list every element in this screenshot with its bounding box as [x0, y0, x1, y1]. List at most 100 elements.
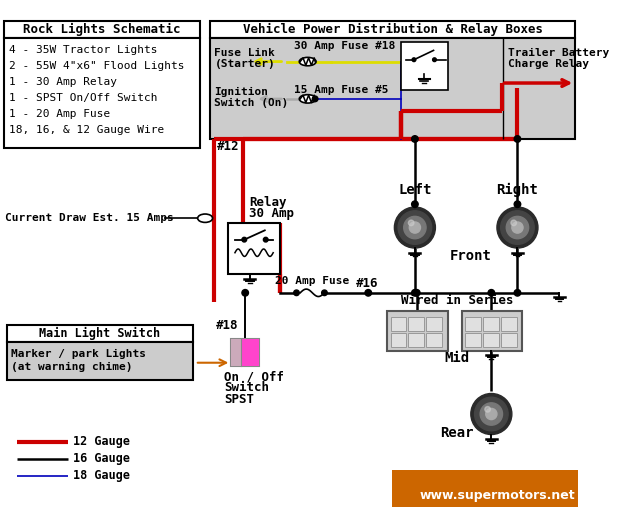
Text: #18: #18 — [216, 319, 239, 332]
Circle shape — [398, 211, 432, 244]
Text: 1 - SPST On/Off Switch: 1 - SPST On/Off Switch — [9, 93, 158, 103]
Bar — [461, 311, 522, 351]
Circle shape — [412, 58, 416, 61]
Circle shape — [507, 216, 529, 239]
Bar — [210, 22, 575, 38]
Circle shape — [471, 394, 512, 435]
Circle shape — [312, 96, 318, 102]
Bar — [231, 340, 241, 365]
Circle shape — [433, 58, 436, 61]
Text: 1 - 30 Amp Relay: 1 - 30 Amp Relay — [9, 77, 117, 87]
Text: (Starter): (Starter) — [215, 59, 275, 69]
Text: Relay: Relay — [249, 196, 286, 209]
Circle shape — [412, 135, 418, 142]
Bar — [391, 333, 407, 347]
Text: Switch: Switch — [224, 381, 268, 394]
Circle shape — [514, 290, 521, 296]
Text: #16: #16 — [356, 277, 379, 290]
Circle shape — [409, 220, 414, 226]
Bar — [465, 317, 481, 331]
Bar — [231, 340, 259, 365]
Bar — [7, 342, 193, 380]
Ellipse shape — [299, 57, 316, 66]
Bar — [241, 340, 259, 365]
Bar — [4, 38, 200, 148]
Circle shape — [242, 290, 249, 296]
Text: 16 Gauge: 16 Gauge — [73, 452, 130, 465]
Text: www.supermotors.net: www.supermotors.net — [420, 489, 575, 501]
Circle shape — [514, 135, 521, 142]
Text: 30 Amp Fuse #18: 30 Amp Fuse #18 — [294, 41, 395, 51]
Text: Rock Lights Schematic: Rock Lights Schematic — [23, 23, 180, 36]
Text: 15 Amp Fuse #5: 15 Amp Fuse #5 — [294, 86, 388, 96]
Bar — [426, 317, 442, 331]
Ellipse shape — [299, 94, 316, 103]
Text: 18, 16, & 12 Gauge Wire: 18, 16, & 12 Gauge Wire — [9, 124, 164, 134]
Circle shape — [474, 397, 508, 431]
Text: Charge Relay: Charge Relay — [508, 59, 589, 69]
Bar — [483, 333, 499, 347]
Circle shape — [294, 290, 299, 296]
Text: 30 Amp: 30 Amp — [249, 207, 294, 220]
Bar — [210, 38, 575, 139]
Circle shape — [480, 403, 503, 425]
Circle shape — [404, 216, 426, 239]
Bar — [387, 311, 448, 351]
Text: Rear: Rear — [440, 426, 474, 439]
Text: Left: Left — [398, 183, 432, 197]
Text: 1 - 20 Amp Fuse: 1 - 20 Amp Fuse — [9, 109, 110, 119]
Text: (at warning chime): (at warning chime) — [11, 362, 133, 372]
Text: Vehicle Power Distribution & Relay Boxes: Vehicle Power Distribution & Relay Boxes — [242, 23, 542, 36]
Circle shape — [485, 408, 497, 419]
Circle shape — [512, 222, 523, 233]
Text: Right: Right — [497, 183, 538, 197]
Circle shape — [394, 207, 435, 248]
Text: Switch (On): Switch (On) — [215, 98, 289, 108]
Circle shape — [365, 290, 371, 296]
Text: 18 Gauge: 18 Gauge — [73, 469, 130, 482]
Text: Current Draw Est. 15 Amps: Current Draw Est. 15 Amps — [5, 213, 174, 223]
Text: Trailer Battery: Trailer Battery — [508, 48, 609, 58]
Bar — [4, 22, 200, 38]
Bar — [391, 317, 407, 331]
Bar — [409, 333, 424, 347]
Text: 2 - 55W 4"x6" Flood Lights: 2 - 55W 4"x6" Flood Lights — [9, 61, 185, 71]
Text: Mid: Mid — [445, 351, 469, 365]
Bar — [228, 223, 280, 274]
Circle shape — [511, 220, 516, 226]
Bar — [483, 317, 499, 331]
Text: Fuse Link: Fuse Link — [215, 48, 275, 58]
Circle shape — [514, 201, 521, 207]
Text: 20 Amp Fuse: 20 Amp Fuse — [275, 276, 349, 286]
Bar — [7, 326, 193, 342]
Text: SPST: SPST — [224, 393, 254, 406]
Text: 4 - 35W Tractor Lights: 4 - 35W Tractor Lights — [9, 45, 158, 56]
Circle shape — [412, 290, 418, 296]
Circle shape — [414, 290, 420, 296]
Text: Wired in Series: Wired in Series — [401, 294, 513, 307]
Circle shape — [412, 201, 418, 207]
Circle shape — [501, 211, 534, 244]
Text: Marker / park Lights: Marker / park Lights — [11, 349, 146, 359]
Circle shape — [485, 406, 490, 412]
Text: Front: Front — [450, 248, 492, 262]
Circle shape — [322, 290, 327, 296]
Bar — [401, 42, 448, 90]
Bar — [465, 333, 481, 347]
Bar — [426, 333, 442, 347]
Bar — [409, 317, 424, 331]
Text: 12 Gauge: 12 Gauge — [73, 435, 130, 448]
Circle shape — [242, 237, 247, 242]
Circle shape — [488, 290, 495, 296]
Bar — [501, 317, 516, 331]
Bar — [392, 470, 578, 507]
Text: Main Light Switch: Main Light Switch — [39, 327, 161, 340]
Circle shape — [264, 237, 268, 242]
Ellipse shape — [198, 214, 213, 223]
Bar — [501, 333, 516, 347]
Text: Ignition: Ignition — [215, 87, 268, 97]
Text: On / Off: On / Off — [224, 370, 284, 383]
Circle shape — [409, 222, 420, 233]
Circle shape — [497, 207, 538, 248]
Text: #12: #12 — [217, 140, 240, 153]
